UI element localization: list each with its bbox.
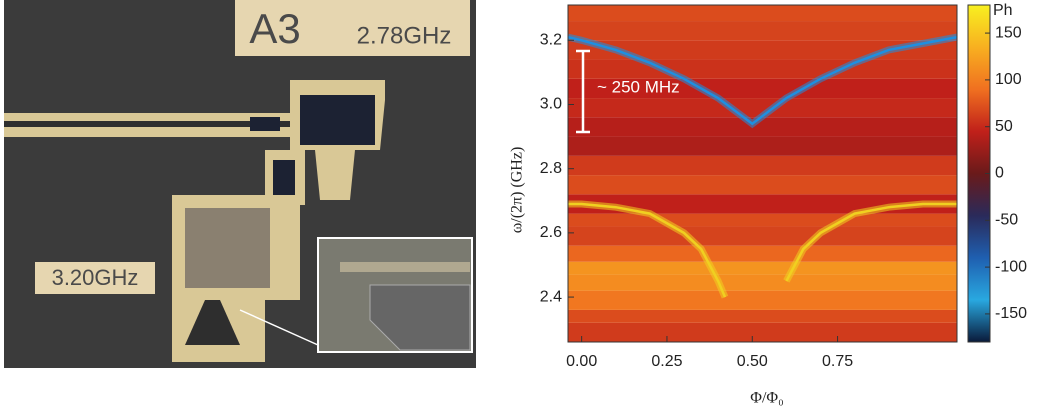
- phase-band: [568, 5, 957, 22]
- y-tick-label: 2.8: [540, 160, 562, 177]
- x-tick-label: 0.25: [651, 353, 682, 370]
- annotation-bracket: [576, 49, 590, 134]
- phase-band: [568, 309, 957, 323]
- phase-band: [568, 194, 957, 214]
- phase-band: [568, 98, 957, 118]
- plot-frame: [567, 4, 958, 343]
- inset-pad: [369, 284, 471, 351]
- phase-band: [568, 40, 957, 60]
- phase-band: [568, 226, 957, 246]
- feedline-gap: [4, 121, 294, 127]
- phase-band: [568, 175, 957, 195]
- y-tick-label: 3.2: [540, 32, 562, 49]
- y-axis-label: ω/(2π) (GHz): [509, 147, 526, 234]
- colorbar-tick-label: 0: [995, 165, 1004, 182]
- y-tick-label: 3.0: [540, 96, 562, 113]
- resonance-line: [568, 202, 957, 298]
- chip-label: A3: [249, 5, 300, 52]
- x-tick-label: 0.50: [737, 353, 768, 370]
- colorbar-tick-label: 150: [995, 24, 1022, 41]
- phase-band: [568, 117, 957, 137]
- colorbar-tick-label: 50: [995, 118, 1013, 135]
- y-tick-label: 2.4: [540, 288, 562, 305]
- inset-trace: [340, 262, 470, 272]
- phase-band: [568, 261, 957, 275]
- colorbar-title: Ph: [993, 2, 1013, 19]
- phase-band: [568, 322, 957, 342]
- resonance-line: [567, 35, 958, 126]
- colorbar-tick-label: 100: [995, 71, 1022, 88]
- pad-window: [300, 95, 375, 145]
- colorbar-tick-label: -50: [995, 212, 1018, 229]
- phase-band: [568, 155, 957, 176]
- inset-pointer: [239, 309, 319, 346]
- frequency-label: 2.78GHz: [357, 22, 452, 49]
- phase-band: [568, 78, 957, 99]
- phase-band: [568, 290, 957, 310]
- phase-map: [567, 4, 958, 343]
- colorbar-tick-label: -150: [995, 305, 1027, 322]
- interdigit: [185, 208, 270, 288]
- colorbar-tick-label: -100: [995, 258, 1027, 275]
- gap: [185, 300, 240, 345]
- x-tick-label: 0.00: [566, 353, 597, 370]
- label-plate: [35, 262, 155, 294]
- micrograph: A3 2.78GHz 3.20GHz: [4, 0, 476, 368]
- phase-band: [568, 136, 957, 156]
- phase-band: [568, 59, 957, 79]
- phase-band: [568, 213, 957, 227]
- annotation: ~ 250 MHz: [597, 77, 680, 96]
- y-tick-label: 2.6: [540, 224, 562, 241]
- x-tick-label: 0.75: [822, 353, 853, 370]
- label-plate: [235, 0, 470, 56]
- x-axis-label: Φ/Φ₀: [750, 390, 783, 407]
- phase-band: [568, 274, 957, 291]
- phase-band: [568, 21, 957, 41]
- coupler: [250, 117, 280, 131]
- phase-band: [568, 245, 957, 262]
- junction-window: [273, 160, 295, 195]
- frequency-label: 3.20GHz: [52, 265, 139, 290]
